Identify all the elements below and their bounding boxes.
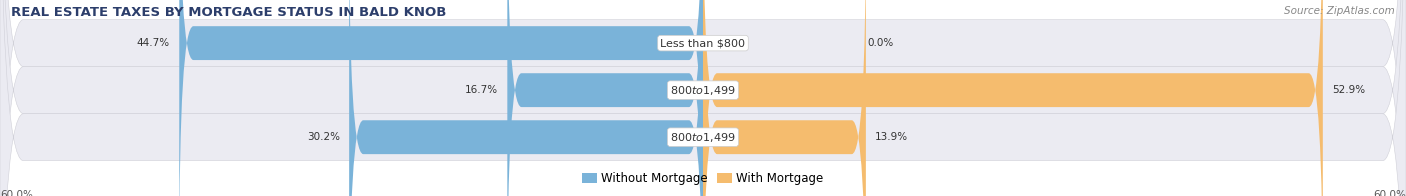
FancyBboxPatch shape xyxy=(349,0,703,196)
Text: 52.9%: 52.9% xyxy=(1333,85,1365,95)
Text: 30.2%: 30.2% xyxy=(307,132,340,142)
Text: REAL ESTATE TAXES BY MORTGAGE STATUS IN BALD KNOB: REAL ESTATE TAXES BY MORTGAGE STATUS IN … xyxy=(11,6,447,19)
Text: 60.0%: 60.0% xyxy=(0,190,32,196)
Text: 13.9%: 13.9% xyxy=(875,132,908,142)
FancyBboxPatch shape xyxy=(508,0,703,196)
Text: Less than $800: Less than $800 xyxy=(661,38,745,48)
Text: 44.7%: 44.7% xyxy=(136,38,170,48)
Text: 16.7%: 16.7% xyxy=(465,85,498,95)
Text: 60.0%: 60.0% xyxy=(1374,190,1406,196)
Text: $800 to $1,499: $800 to $1,499 xyxy=(671,84,735,97)
FancyBboxPatch shape xyxy=(180,0,703,196)
FancyBboxPatch shape xyxy=(703,0,866,196)
Text: Source: ZipAtlas.com: Source: ZipAtlas.com xyxy=(1284,6,1395,16)
Text: $800 to $1,499: $800 to $1,499 xyxy=(671,131,735,144)
Text: 0.0%: 0.0% xyxy=(868,38,893,48)
Legend: Without Mortgage, With Mortgage: Without Mortgage, With Mortgage xyxy=(578,168,828,190)
FancyBboxPatch shape xyxy=(703,0,1323,196)
